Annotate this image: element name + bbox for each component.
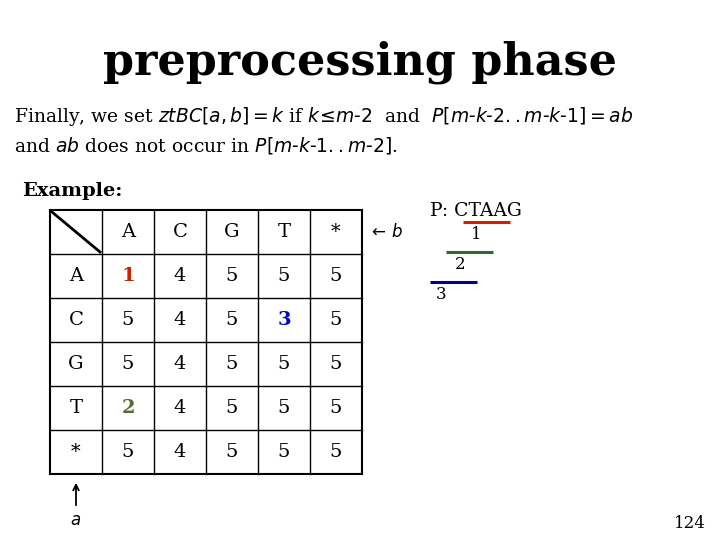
Text: *: * (331, 223, 341, 241)
Text: 5: 5 (122, 311, 134, 329)
Text: 2: 2 (455, 256, 465, 273)
Text: Finally, we set $\mathit{ztBC}[a,b] = k$ if $k\!\leq\! m\text{-}2$  and  $\mathi: Finally, we set $\mathit{ztBC}[a,b] = k$… (14, 105, 634, 128)
Text: 124: 124 (674, 515, 706, 532)
Text: 3: 3 (436, 286, 446, 303)
Text: 4: 4 (174, 267, 186, 285)
Text: 4: 4 (174, 311, 186, 329)
Text: 5: 5 (226, 355, 238, 373)
Text: A: A (69, 267, 83, 285)
Text: 5: 5 (226, 399, 238, 417)
Text: 5: 5 (278, 355, 290, 373)
Text: 5: 5 (278, 267, 290, 285)
Text: 5: 5 (226, 443, 238, 461)
Text: $a$: $a$ (71, 512, 81, 529)
Text: C: C (173, 223, 187, 241)
Text: T: T (69, 399, 83, 417)
Text: 5: 5 (330, 399, 342, 417)
Text: Example:: Example: (22, 182, 122, 200)
Text: 3: 3 (277, 311, 291, 329)
Text: G: G (68, 355, 84, 373)
Text: *: * (71, 443, 81, 461)
Text: preprocessing phase: preprocessing phase (103, 40, 617, 84)
Text: C: C (68, 311, 84, 329)
Text: 4: 4 (174, 399, 186, 417)
Text: 1: 1 (471, 226, 481, 243)
Text: 5: 5 (122, 443, 134, 461)
Text: G: G (224, 223, 240, 241)
Text: 5: 5 (330, 267, 342, 285)
Text: T: T (277, 223, 291, 241)
Text: 4: 4 (174, 443, 186, 461)
Text: 2: 2 (121, 399, 135, 417)
Text: 1: 1 (121, 267, 135, 285)
Text: A: A (121, 223, 135, 241)
Text: P: CTAAG: P: CTAAG (430, 202, 522, 220)
Text: and $\mathit{ab}$ does not occur in $\mathit{P}[m\text{-}k\text{-}1{..}m\text{-}: and $\mathit{ab}$ does not occur in $\ma… (14, 135, 397, 156)
Text: 5: 5 (330, 355, 342, 373)
Text: 5: 5 (330, 443, 342, 461)
Text: 5: 5 (278, 399, 290, 417)
Text: 5: 5 (278, 443, 290, 461)
Text: 5: 5 (122, 355, 134, 373)
Text: 5: 5 (226, 267, 238, 285)
Text: 4: 4 (174, 355, 186, 373)
Text: 5: 5 (226, 311, 238, 329)
Text: 5: 5 (330, 311, 342, 329)
Text: $\leftarrow\, b$: $\leftarrow\, b$ (368, 223, 403, 241)
